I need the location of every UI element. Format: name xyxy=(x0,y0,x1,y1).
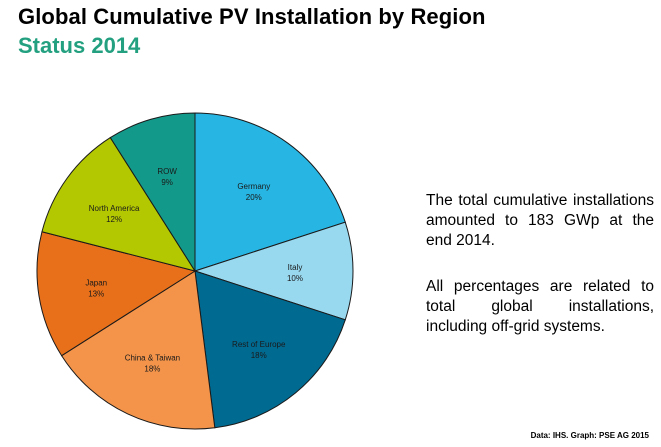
slice-label: ROW xyxy=(157,167,177,176)
slice-label: China & Taiwan xyxy=(125,353,180,362)
pie-slice-japan xyxy=(36,231,197,357)
chart-subtitle: Status 2014 xyxy=(18,33,141,58)
pie-slice-row xyxy=(109,112,196,273)
note-total-installations: The total cumulative installations amoun… xyxy=(426,192,654,249)
slice-label: Japan xyxy=(85,279,107,288)
slice-value-label: 12% xyxy=(106,215,122,224)
slice-value-label: 18% xyxy=(251,351,267,360)
slice-label: Italy xyxy=(288,263,303,272)
slice-value-label: 18% xyxy=(144,364,160,373)
slice-label: North America xyxy=(89,204,140,213)
slice-value-label: 10% xyxy=(287,274,303,283)
slice-value-label: 20% xyxy=(246,193,262,202)
slice-label: Germany xyxy=(237,182,270,191)
slice-value-label: 9% xyxy=(161,178,173,187)
slice-label: Rest of Europe xyxy=(232,340,286,349)
note-percentages: All percentages are related to total glo… xyxy=(426,278,654,335)
pie-slice-italy xyxy=(193,221,354,321)
pie-slice-north-america xyxy=(41,136,197,272)
pie-slice-rest-of-europe xyxy=(194,270,346,429)
pie-slice-germany xyxy=(194,112,346,272)
pie-slice-china-taiwan xyxy=(60,270,216,430)
chart-title: Global Cumulative PV Installation by Reg… xyxy=(18,4,486,29)
slice-value-label: 13% xyxy=(88,290,104,299)
source-credit: Data: IHS. Graph: PSE AG 2015 xyxy=(530,431,649,440)
